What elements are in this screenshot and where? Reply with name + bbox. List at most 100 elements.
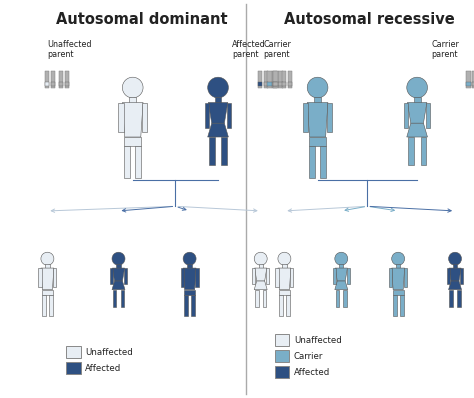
- Bar: [457, 290, 461, 307]
- Bar: [336, 290, 339, 307]
- Bar: [449, 290, 453, 307]
- Bar: [278, 71, 283, 88]
- Circle shape: [448, 252, 462, 265]
- Circle shape: [392, 252, 405, 265]
- Bar: [286, 295, 290, 316]
- Text: Affected: Affected: [294, 368, 330, 377]
- Polygon shape: [187, 264, 192, 268]
- Bar: [209, 137, 215, 165]
- Circle shape: [335, 252, 348, 265]
- Polygon shape: [448, 281, 462, 290]
- Bar: [389, 268, 392, 287]
- Polygon shape: [112, 268, 125, 281]
- Polygon shape: [45, 264, 50, 268]
- Polygon shape: [392, 268, 405, 290]
- Bar: [264, 71, 268, 88]
- Bar: [426, 103, 430, 128]
- Bar: [344, 290, 347, 307]
- Bar: [333, 268, 336, 284]
- Bar: [320, 146, 326, 178]
- Bar: [142, 103, 147, 133]
- Polygon shape: [208, 103, 228, 123]
- Text: Carrier
parent: Carrier parent: [431, 40, 459, 59]
- Polygon shape: [258, 264, 263, 268]
- Bar: [309, 146, 315, 178]
- Bar: [66, 362, 81, 374]
- Bar: [393, 295, 397, 316]
- Text: Affected
parent: Affected parent: [232, 40, 266, 59]
- Bar: [460, 268, 463, 284]
- Bar: [273, 82, 278, 86]
- Text: Carrier
parent: Carrier parent: [263, 40, 291, 59]
- Bar: [184, 295, 188, 316]
- Polygon shape: [453, 264, 457, 268]
- Bar: [51, 71, 55, 88]
- Bar: [110, 268, 113, 284]
- Polygon shape: [335, 268, 347, 281]
- Bar: [263, 290, 266, 307]
- Polygon shape: [339, 264, 344, 268]
- Bar: [279, 295, 283, 316]
- Bar: [205, 103, 210, 128]
- Text: Unaffected: Unaffected: [294, 336, 342, 345]
- Bar: [303, 103, 309, 133]
- Bar: [42, 290, 53, 295]
- Polygon shape: [307, 103, 328, 137]
- Bar: [346, 268, 349, 284]
- Bar: [124, 146, 130, 178]
- Polygon shape: [208, 123, 228, 137]
- Text: Affected: Affected: [85, 364, 121, 373]
- Bar: [404, 268, 407, 287]
- Bar: [447, 268, 450, 284]
- Bar: [221, 137, 227, 165]
- Polygon shape: [414, 97, 420, 103]
- Bar: [275, 334, 289, 346]
- Bar: [288, 71, 292, 88]
- Polygon shape: [278, 268, 291, 290]
- Text: Autosomal dominant: Autosomal dominant: [56, 12, 228, 27]
- Text: Autosomal recessive: Autosomal recessive: [284, 12, 455, 27]
- Polygon shape: [449, 268, 461, 281]
- Bar: [181, 268, 184, 287]
- Bar: [282, 82, 286, 86]
- Bar: [266, 268, 269, 284]
- Bar: [275, 350, 289, 362]
- Polygon shape: [407, 103, 427, 123]
- Bar: [309, 137, 326, 146]
- Bar: [473, 82, 474, 86]
- Bar: [191, 295, 195, 316]
- Bar: [272, 71, 276, 88]
- Text: Carrier: Carrier: [294, 352, 323, 361]
- Bar: [51, 82, 55, 86]
- Bar: [258, 71, 262, 88]
- Circle shape: [41, 252, 54, 265]
- Bar: [466, 71, 471, 88]
- Bar: [267, 82, 272, 86]
- Circle shape: [278, 252, 291, 265]
- Bar: [275, 268, 279, 287]
- Bar: [466, 82, 471, 86]
- Bar: [327, 103, 332, 133]
- Bar: [66, 346, 81, 358]
- Polygon shape: [282, 264, 287, 268]
- Bar: [264, 82, 268, 86]
- Bar: [253, 268, 255, 284]
- Polygon shape: [129, 97, 136, 103]
- Polygon shape: [314, 97, 321, 103]
- Polygon shape: [254, 281, 267, 290]
- Polygon shape: [396, 264, 401, 268]
- Bar: [420, 137, 426, 165]
- Bar: [255, 290, 258, 307]
- Bar: [400, 295, 403, 316]
- Bar: [135, 146, 141, 178]
- Bar: [65, 71, 69, 88]
- Bar: [59, 82, 63, 86]
- Polygon shape: [122, 103, 143, 137]
- Bar: [195, 268, 199, 287]
- Bar: [273, 71, 278, 88]
- Bar: [53, 268, 56, 287]
- Bar: [279, 290, 290, 295]
- Polygon shape: [255, 268, 267, 281]
- Circle shape: [407, 77, 428, 98]
- Polygon shape: [215, 97, 221, 103]
